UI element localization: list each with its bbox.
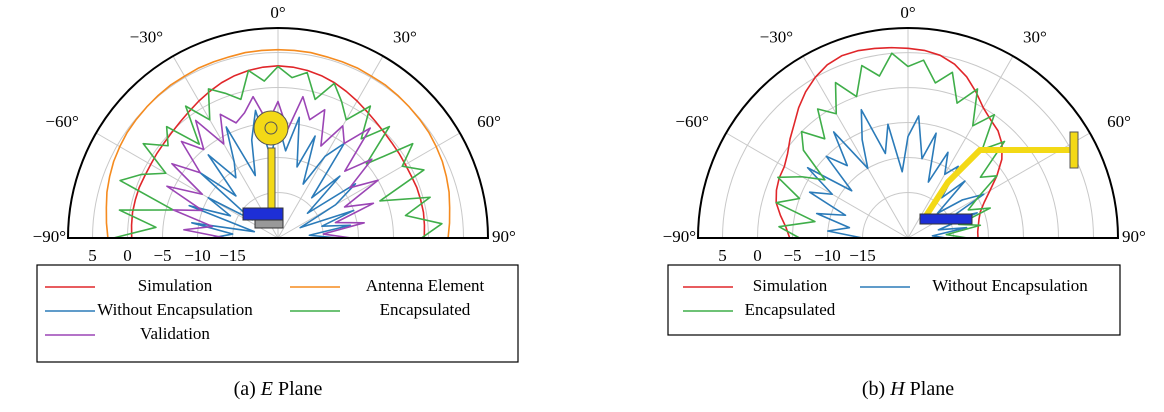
r-tick-label: −10 bbox=[184, 246, 211, 265]
theta-tick-label: −90° bbox=[663, 227, 696, 246]
theta-tick-label: 90° bbox=[1122, 227, 1146, 246]
theta-tick-label: 90° bbox=[492, 227, 516, 246]
series-line bbox=[776, 53, 1004, 238]
r-tick-label: −5 bbox=[783, 246, 801, 265]
legend: Simulation Without Encapsulation Encapsula… bbox=[668, 265, 1120, 335]
caption-part: E bbox=[260, 378, 273, 400]
grid-spoke bbox=[278, 56, 383, 238]
theta-tick-label: 0° bbox=[900, 3, 915, 22]
antenna-stem bbox=[268, 148, 275, 210]
antenna-board bbox=[920, 214, 972, 224]
theta-tick-label: −30° bbox=[130, 28, 163, 47]
theta-tick-label: 60° bbox=[1107, 112, 1131, 131]
theta-tick-label: −30° bbox=[760, 28, 793, 47]
r-tick-label: −10 bbox=[814, 246, 841, 265]
antenna-flange bbox=[254, 111, 288, 145]
caption-part: Plane bbox=[278, 378, 323, 400]
figure: 50−5−10−15−90°−60°−30°0°30°60°90°Simulat… bbox=[0, 0, 1164, 412]
r-tick-label: 0 bbox=[123, 246, 132, 265]
grid-spoke bbox=[96, 133, 278, 238]
r-tick-label: −15 bbox=[219, 246, 246, 265]
theta-tick-label: −60° bbox=[675, 112, 708, 131]
legend-label: Encapsulated bbox=[745, 300, 836, 319]
r-tick-label: 5 bbox=[88, 246, 97, 265]
caption-part: Plane bbox=[910, 378, 955, 400]
caption-part: (a) bbox=[234, 378, 256, 400]
legend-label: Simulation bbox=[138, 276, 213, 295]
theta-tick-label: 30° bbox=[1023, 28, 1047, 47]
legend-label: Without Encapsulation bbox=[97, 300, 253, 319]
r-tick-label: −15 bbox=[849, 246, 876, 265]
r-tick-label: 5 bbox=[718, 246, 727, 265]
r-tick-label: 0 bbox=[753, 246, 762, 265]
antenna-base bbox=[255, 220, 283, 228]
grid-spoke bbox=[803, 56, 908, 238]
legend-label: Validation bbox=[140, 324, 210, 343]
legend-label: Encapsulated bbox=[380, 300, 471, 319]
legend-label: Antenna Element bbox=[366, 276, 485, 295]
theta-tick-label: 0° bbox=[270, 3, 285, 22]
caption-part: H bbox=[889, 378, 906, 400]
legend: Simulation Antenna Element Without Encapsu… bbox=[37, 265, 518, 362]
theta-tick-label: −90° bbox=[33, 227, 66, 246]
theta-tick-label: 30° bbox=[393, 28, 417, 47]
theta-tick-label: 60° bbox=[477, 112, 501, 131]
grid-spoke bbox=[726, 133, 908, 238]
legend-label: Simulation bbox=[753, 276, 828, 295]
antenna-flange bbox=[1070, 132, 1078, 168]
legend-label: Without Encapsulation bbox=[932, 276, 1088, 295]
r-tick-label: −5 bbox=[153, 246, 171, 265]
theta-tick-label: −60° bbox=[45, 112, 78, 131]
caption-part: (b) bbox=[862, 378, 885, 400]
antenna-board bbox=[243, 208, 283, 220]
